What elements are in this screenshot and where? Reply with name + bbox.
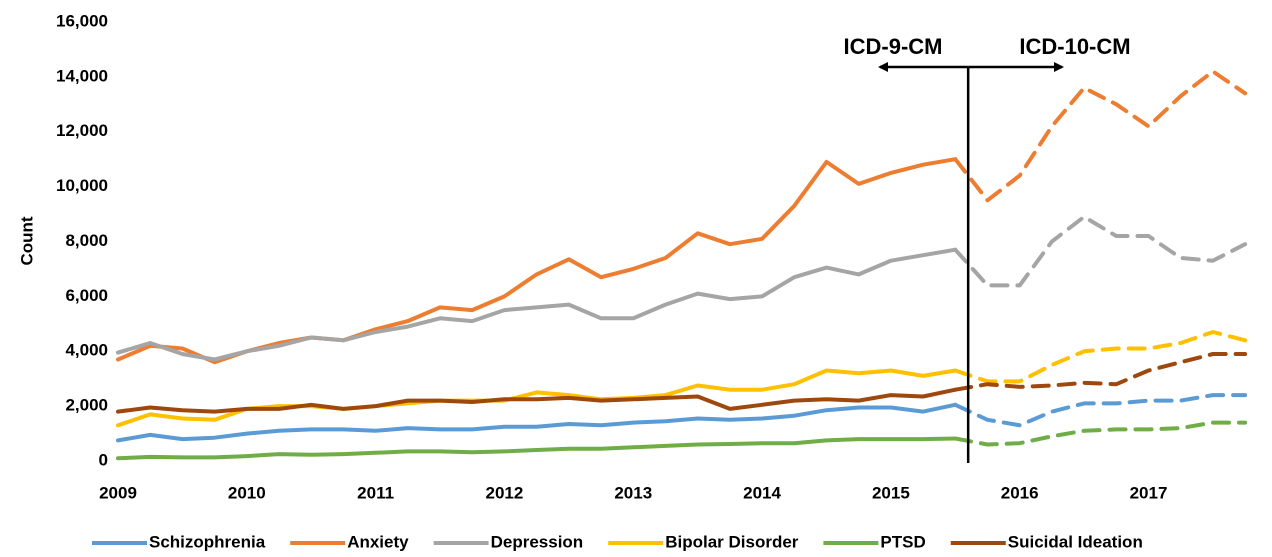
annotation: ICD-10-CM	[1019, 34, 1130, 59]
y-tick-label: 10,000	[56, 176, 108, 195]
line-dashed	[953, 69, 1248, 203]
line-solid	[116, 436, 958, 461]
line-solid	[116, 247, 958, 362]
y-tick-label: 0	[99, 450, 108, 469]
line-dashed	[953, 352, 1248, 392]
line-dashed	[953, 214, 1248, 288]
x-tick-label: 2011	[357, 483, 394, 502]
legend-label: Anxiety	[347, 532, 409, 551]
x-tick-label: 2014	[743, 483, 781, 502]
line-solid	[116, 157, 958, 365]
x-tick-label: 2013	[614, 483, 652, 502]
line-solid	[116, 402, 958, 443]
line-dashed	[953, 393, 1248, 428]
x-tick-label: 2017	[1130, 483, 1168, 502]
x-tick-label: 2012	[486, 483, 524, 502]
y-tick-label: 6,000	[65, 286, 108, 305]
annotation: ICD-9-CM	[844, 34, 943, 59]
x-tick-label: 2009	[99, 483, 137, 502]
y-tick-label: 2,000	[65, 396, 108, 415]
y-tick-label: 16,000	[56, 11, 108, 30]
legend-label: Bipolar Disorder	[665, 532, 799, 551]
x-tick-label: 2015	[872, 483, 910, 502]
y-axis-label: Count	[17, 216, 36, 265]
y-tick-label: 4,000	[65, 341, 108, 360]
line-solid	[116, 387, 958, 414]
line-dashed	[953, 330, 1248, 384]
legend-label: Suicidal Ideation	[1008, 532, 1143, 551]
y-tick-label: 8,000	[65, 231, 108, 250]
legend-label: PTSD	[880, 532, 925, 551]
x-tick-label: 2010	[228, 483, 266, 502]
y-tick-label: 14,000	[56, 66, 108, 85]
x-tick-label: 2016	[1001, 483, 1039, 502]
legend-label: Schizophrenia	[149, 532, 266, 551]
legend-label: Depression	[491, 532, 584, 551]
line-dashed	[953, 420, 1248, 447]
y-tick-label: 12,000	[56, 121, 108, 140]
